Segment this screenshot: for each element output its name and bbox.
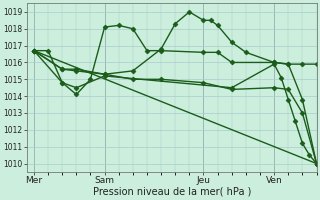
X-axis label: Pression niveau de la mer( hPa ): Pression niveau de la mer( hPa )	[92, 187, 251, 197]
